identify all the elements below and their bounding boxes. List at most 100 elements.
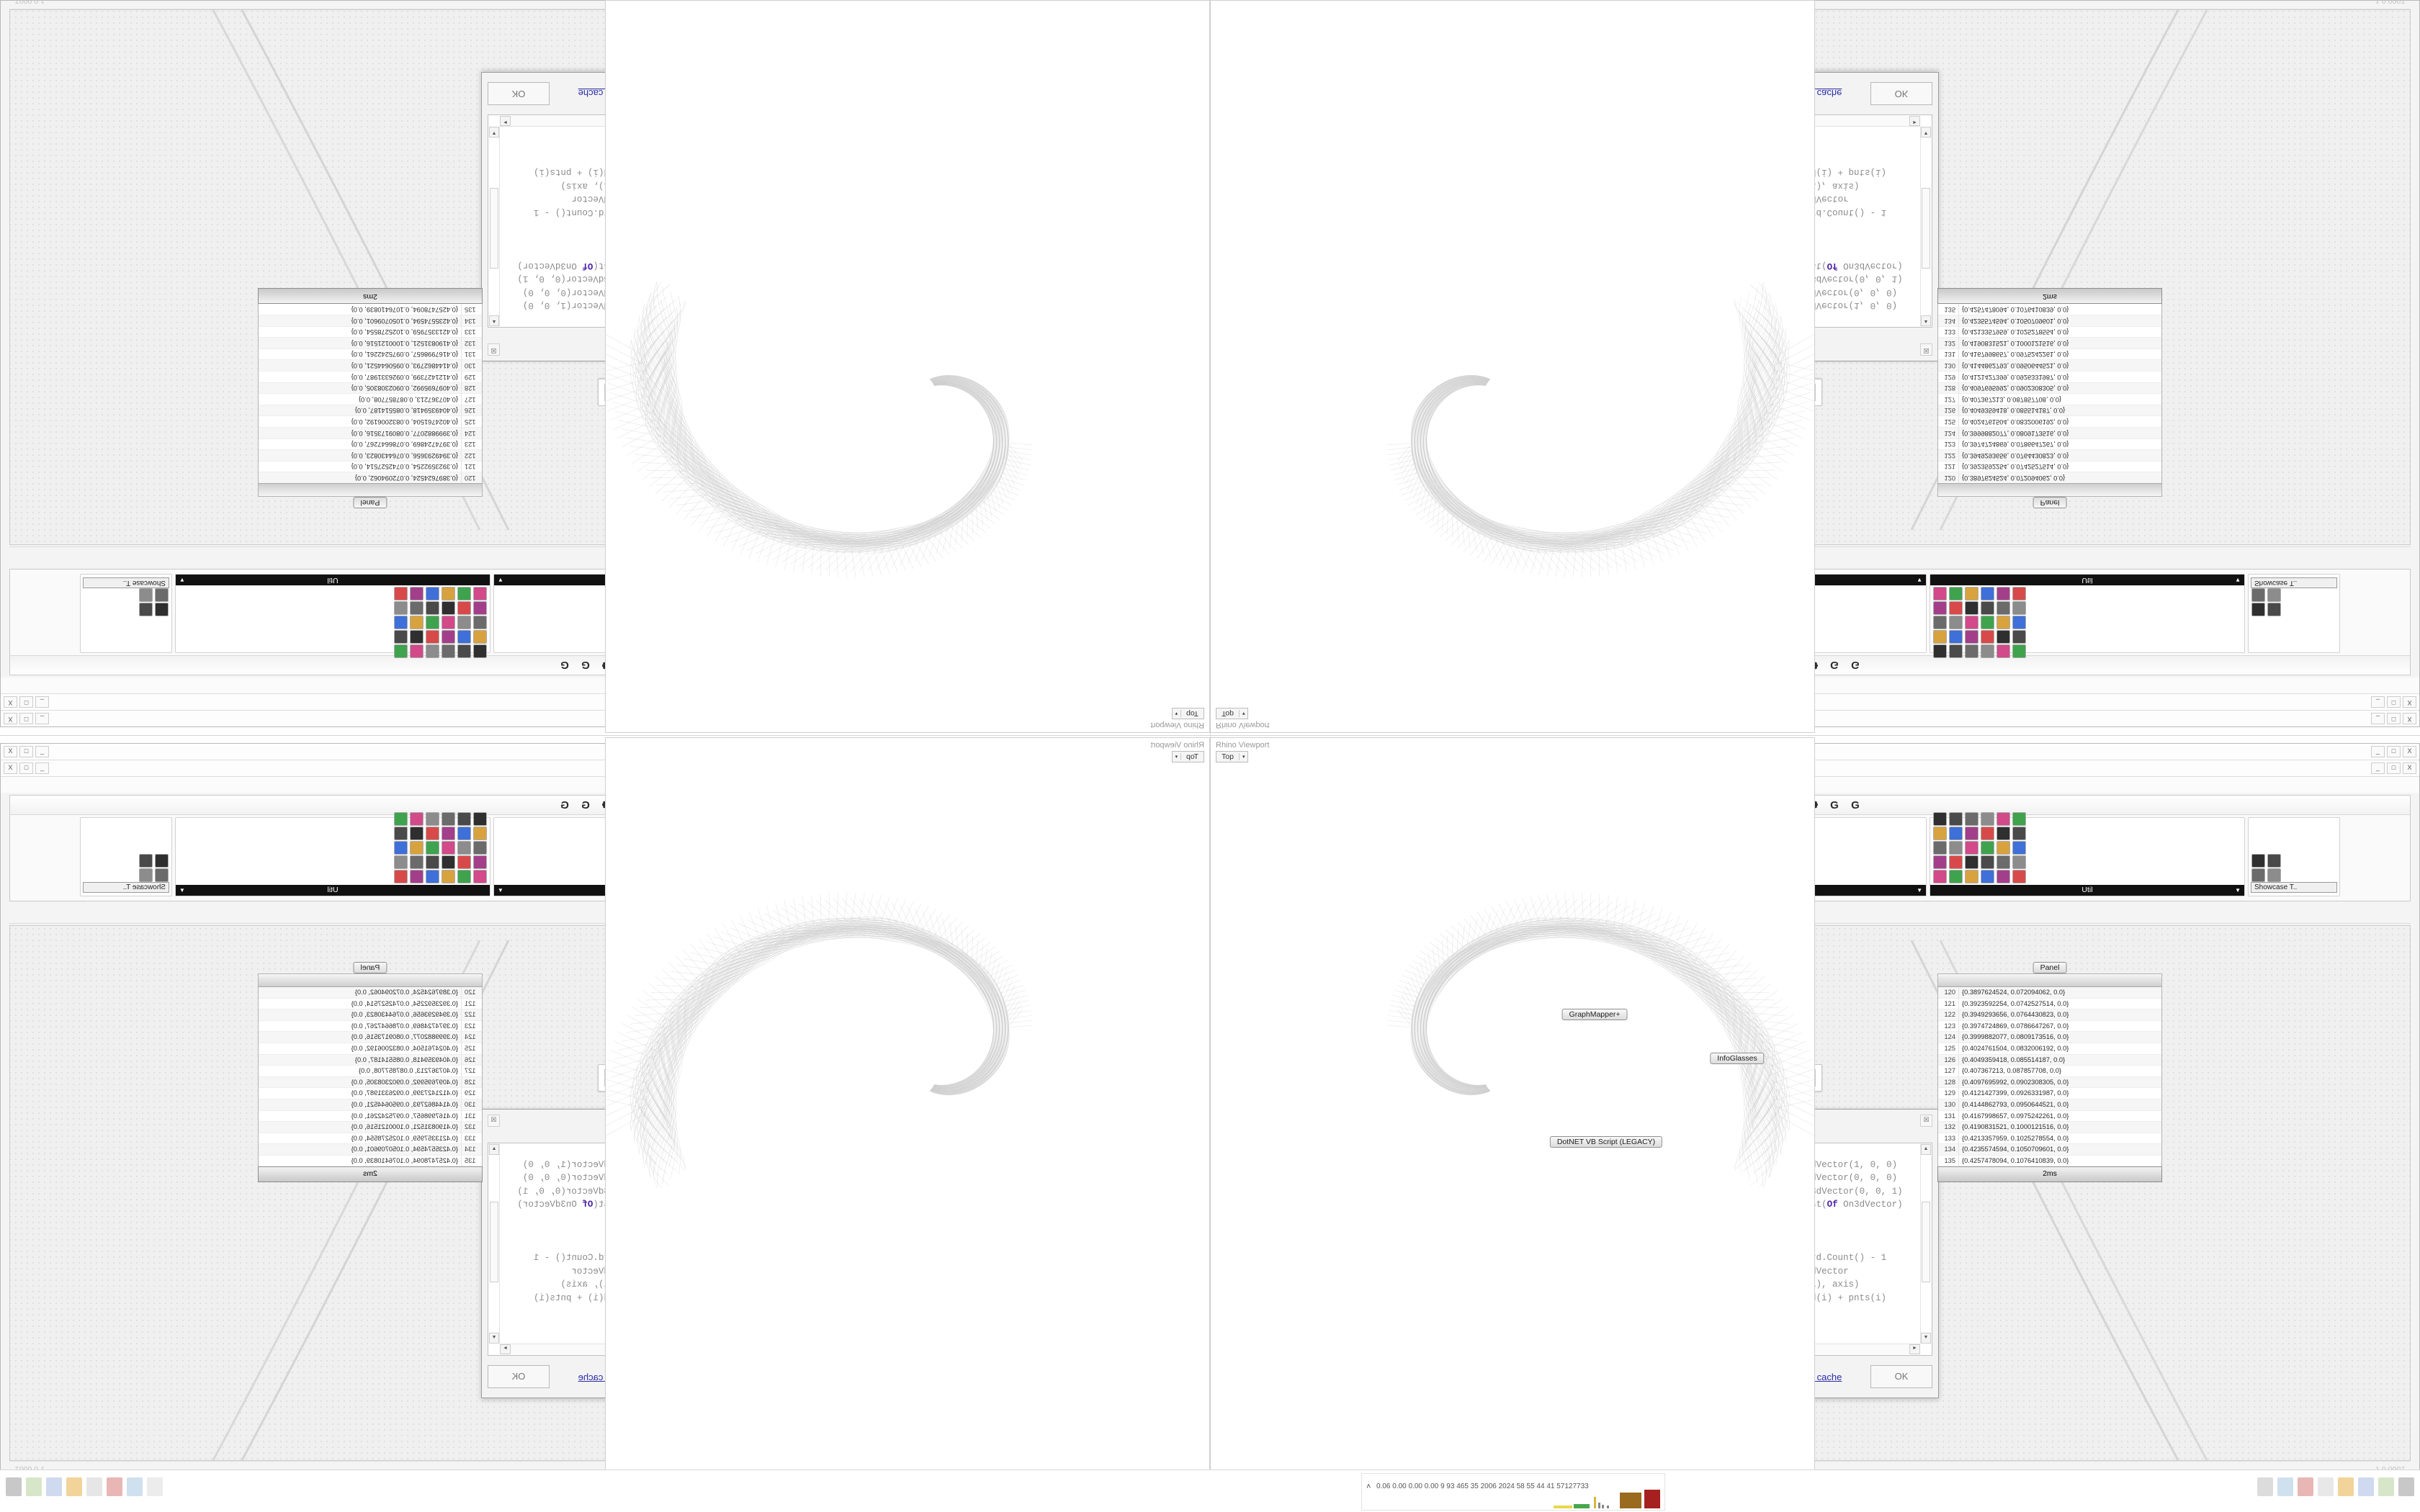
component-icon[interactable] xyxy=(442,812,456,826)
slider-digit-11[interactable]: 0 xyxy=(812,109,819,117)
output-nub[interactable]: ❯ xyxy=(1593,1274,1599,1282)
zoom-level-select[interactable]: 100% ▾ xyxy=(1108,906,1168,919)
slider-value[interactable]: -0 0 2 2 2 6 5 6 2 5 0 0 xyxy=(1517,1354,1608,1362)
component-icon[interactable] xyxy=(1165,588,1179,601)
input-nub[interactable]: ❮ xyxy=(1554,313,1560,321)
zoom-extents-icon[interactable] xyxy=(1315,906,1328,919)
canvas-toolbar-icon-8[interactable] xyxy=(902,906,915,919)
output-nub[interactable]: ❯ xyxy=(1593,170,1599,178)
component-icon[interactable] xyxy=(916,841,930,855)
component-icon[interactable] xyxy=(689,602,702,616)
component-icon[interactable] xyxy=(1258,855,1271,869)
slider-digit-6[interactable]: 5 xyxy=(1564,1354,1571,1362)
component-icon[interactable] xyxy=(1750,645,1764,659)
component-icon[interactable] xyxy=(1981,841,1994,855)
canvas-toolbar-icon-10[interactable] xyxy=(869,906,882,919)
canvas-toolbar-icon-7[interactable] xyxy=(1488,906,1501,919)
canvas-toolbar-icon-11[interactable] xyxy=(1554,551,1567,564)
component-icon[interactable] xyxy=(1475,870,1489,883)
component-icon[interactable] xyxy=(1258,602,1271,616)
component-icon[interactable] xyxy=(1703,588,1716,601)
close-icon[interactable]: X xyxy=(1212,696,1224,708)
component-icon[interactable] xyxy=(916,827,930,840)
app-icon-1[interactable] xyxy=(6,1477,22,1496)
component-icon[interactable] xyxy=(964,827,977,840)
component-icon[interactable] xyxy=(1150,602,1163,616)
component-icon[interactable] xyxy=(474,631,488,644)
ribbon-tab-6[interactable]: ◀ xyxy=(1350,798,1364,812)
component-icon[interactable] xyxy=(411,602,424,616)
input-nub[interactable]: ❮ xyxy=(969,260,975,268)
close-icon[interactable]: X xyxy=(1212,762,1224,775)
input-nub[interactable]: ❮ xyxy=(1544,439,1550,447)
component-vbscript[interactable]: ForwardLeftOutputPoints❮❮❯❯152ms xyxy=(1559,1145,1670,1174)
ribbon-tab-8[interactable]: ƒ xyxy=(1392,798,1406,812)
menu-item-display[interactable]: Display xyxy=(1319,780,1347,789)
component-icon[interactable] xyxy=(1428,827,1441,840)
minimize-button[interactable]: _ xyxy=(2371,696,2385,708)
window-controls[interactable]: _ □ X xyxy=(2371,696,2418,708)
input-nub[interactable]: ❮ xyxy=(969,206,975,214)
input-nub[interactable]: ❮ xyxy=(969,1022,975,1030)
draw-icon[interactable] xyxy=(1059,906,1072,919)
ribbon-plugin-tab-16[interactable]: G xyxy=(578,658,593,672)
canvas-toolbar-icon-6[interactable] xyxy=(1471,551,1484,564)
component-icon[interactable] xyxy=(1428,870,1441,883)
canvas-toolbar-icon-11[interactable] xyxy=(853,906,866,919)
component-icon[interactable] xyxy=(395,631,408,644)
input-nub[interactable]: ❮ xyxy=(969,242,975,250)
infoglasses-name[interactable]: InfoGlasses xyxy=(655,406,709,418)
component-icon[interactable] xyxy=(720,616,734,630)
output-nub[interactable]: ❯ xyxy=(756,410,762,418)
component-icon[interactable] xyxy=(1703,645,1716,659)
component-icon[interactable] xyxy=(1475,616,1489,630)
component-icon[interactable] xyxy=(1134,631,1147,644)
scroll-thumb[interactable] xyxy=(681,116,732,126)
component-icon[interactable] xyxy=(657,841,671,855)
code-area[interactable]: Dim i As Integer Dim dir As New On3dVecto… xyxy=(488,115,717,327)
component-icon[interactable] xyxy=(1996,870,2010,883)
component-icon[interactable] xyxy=(1134,812,1147,826)
ribbon-tab-1[interactable]: Σ xyxy=(1160,658,1175,672)
menu-item-file[interactable]: File xyxy=(1227,681,1240,690)
component-icon[interactable] xyxy=(1181,602,1195,616)
canvas-toolbar-icon-8[interactable] xyxy=(1505,906,1518,919)
infoglasses-name[interactable]: InfoGlasses xyxy=(1710,1053,1764,1064)
chevron-down-icon[interactable]: ▼ xyxy=(1670,575,1676,585)
component-icon[interactable] xyxy=(1150,616,1163,630)
component-icon[interactable] xyxy=(1996,812,2010,826)
output-nub[interactable]: ❯ xyxy=(1593,1184,1599,1192)
component-icon[interactable] xyxy=(1150,870,1163,883)
component-icon[interactable] xyxy=(458,602,472,616)
open-file-icon[interactable] xyxy=(1188,906,1201,919)
component-icon[interactable] xyxy=(704,631,718,644)
ribbon-plugin-tab-17[interactable]: G xyxy=(1848,658,1863,672)
component-icon[interactable] xyxy=(1475,855,1489,869)
vbscript-name[interactable]: DotNET VB Script (LEGACY) xyxy=(1550,323,1662,334)
ribbon-group-label[interactable]: Input ▼ xyxy=(494,575,736,585)
component-icon[interactable] xyxy=(458,855,472,869)
component-icon[interactable] xyxy=(474,841,488,855)
component-icon[interactable] xyxy=(1273,870,1287,883)
component-icon[interactable] xyxy=(657,602,671,616)
ribbon-tab-5[interactable]: ◖ xyxy=(1329,658,1343,672)
canvas-toolbar-icon-0[interactable] xyxy=(1372,906,1385,919)
close-button[interactable]: X xyxy=(2403,762,2416,774)
component-icon[interactable] xyxy=(1933,602,1947,616)
window-controls[interactable]: _ □ X xyxy=(2,762,49,774)
canvas-toolbar-icon-4[interactable] xyxy=(1438,551,1451,564)
component-icon[interactable] xyxy=(1181,827,1195,840)
ribbon-plugin-tab-2[interactable]: A xyxy=(1535,658,1549,672)
component-icon[interactable] xyxy=(704,827,718,840)
component-icon[interactable] xyxy=(1965,588,1978,601)
recover-from-cache-link[interactable]: Recover from cache xyxy=(1758,1372,1842,1382)
chevron-down-icon[interactable]: ▾ xyxy=(1299,908,1309,918)
window-controls[interactable]: _ □ X xyxy=(2371,746,2418,757)
chevron-down-icon[interactable]: ▼ xyxy=(1411,575,1417,585)
menu-item-solution[interactable]: Solution xyxy=(1363,681,1393,690)
ribbon-tab-8[interactable]: ƒ xyxy=(1014,658,1028,672)
component-icon[interactable] xyxy=(1150,827,1163,840)
slider-value[interactable]: -0 0 2 2 2 6 5 6 2 5 0 0 xyxy=(812,1354,903,1362)
component-icon[interactable] xyxy=(932,631,946,644)
ribbon-tab-7[interactable]: ✂ xyxy=(1035,798,1049,812)
